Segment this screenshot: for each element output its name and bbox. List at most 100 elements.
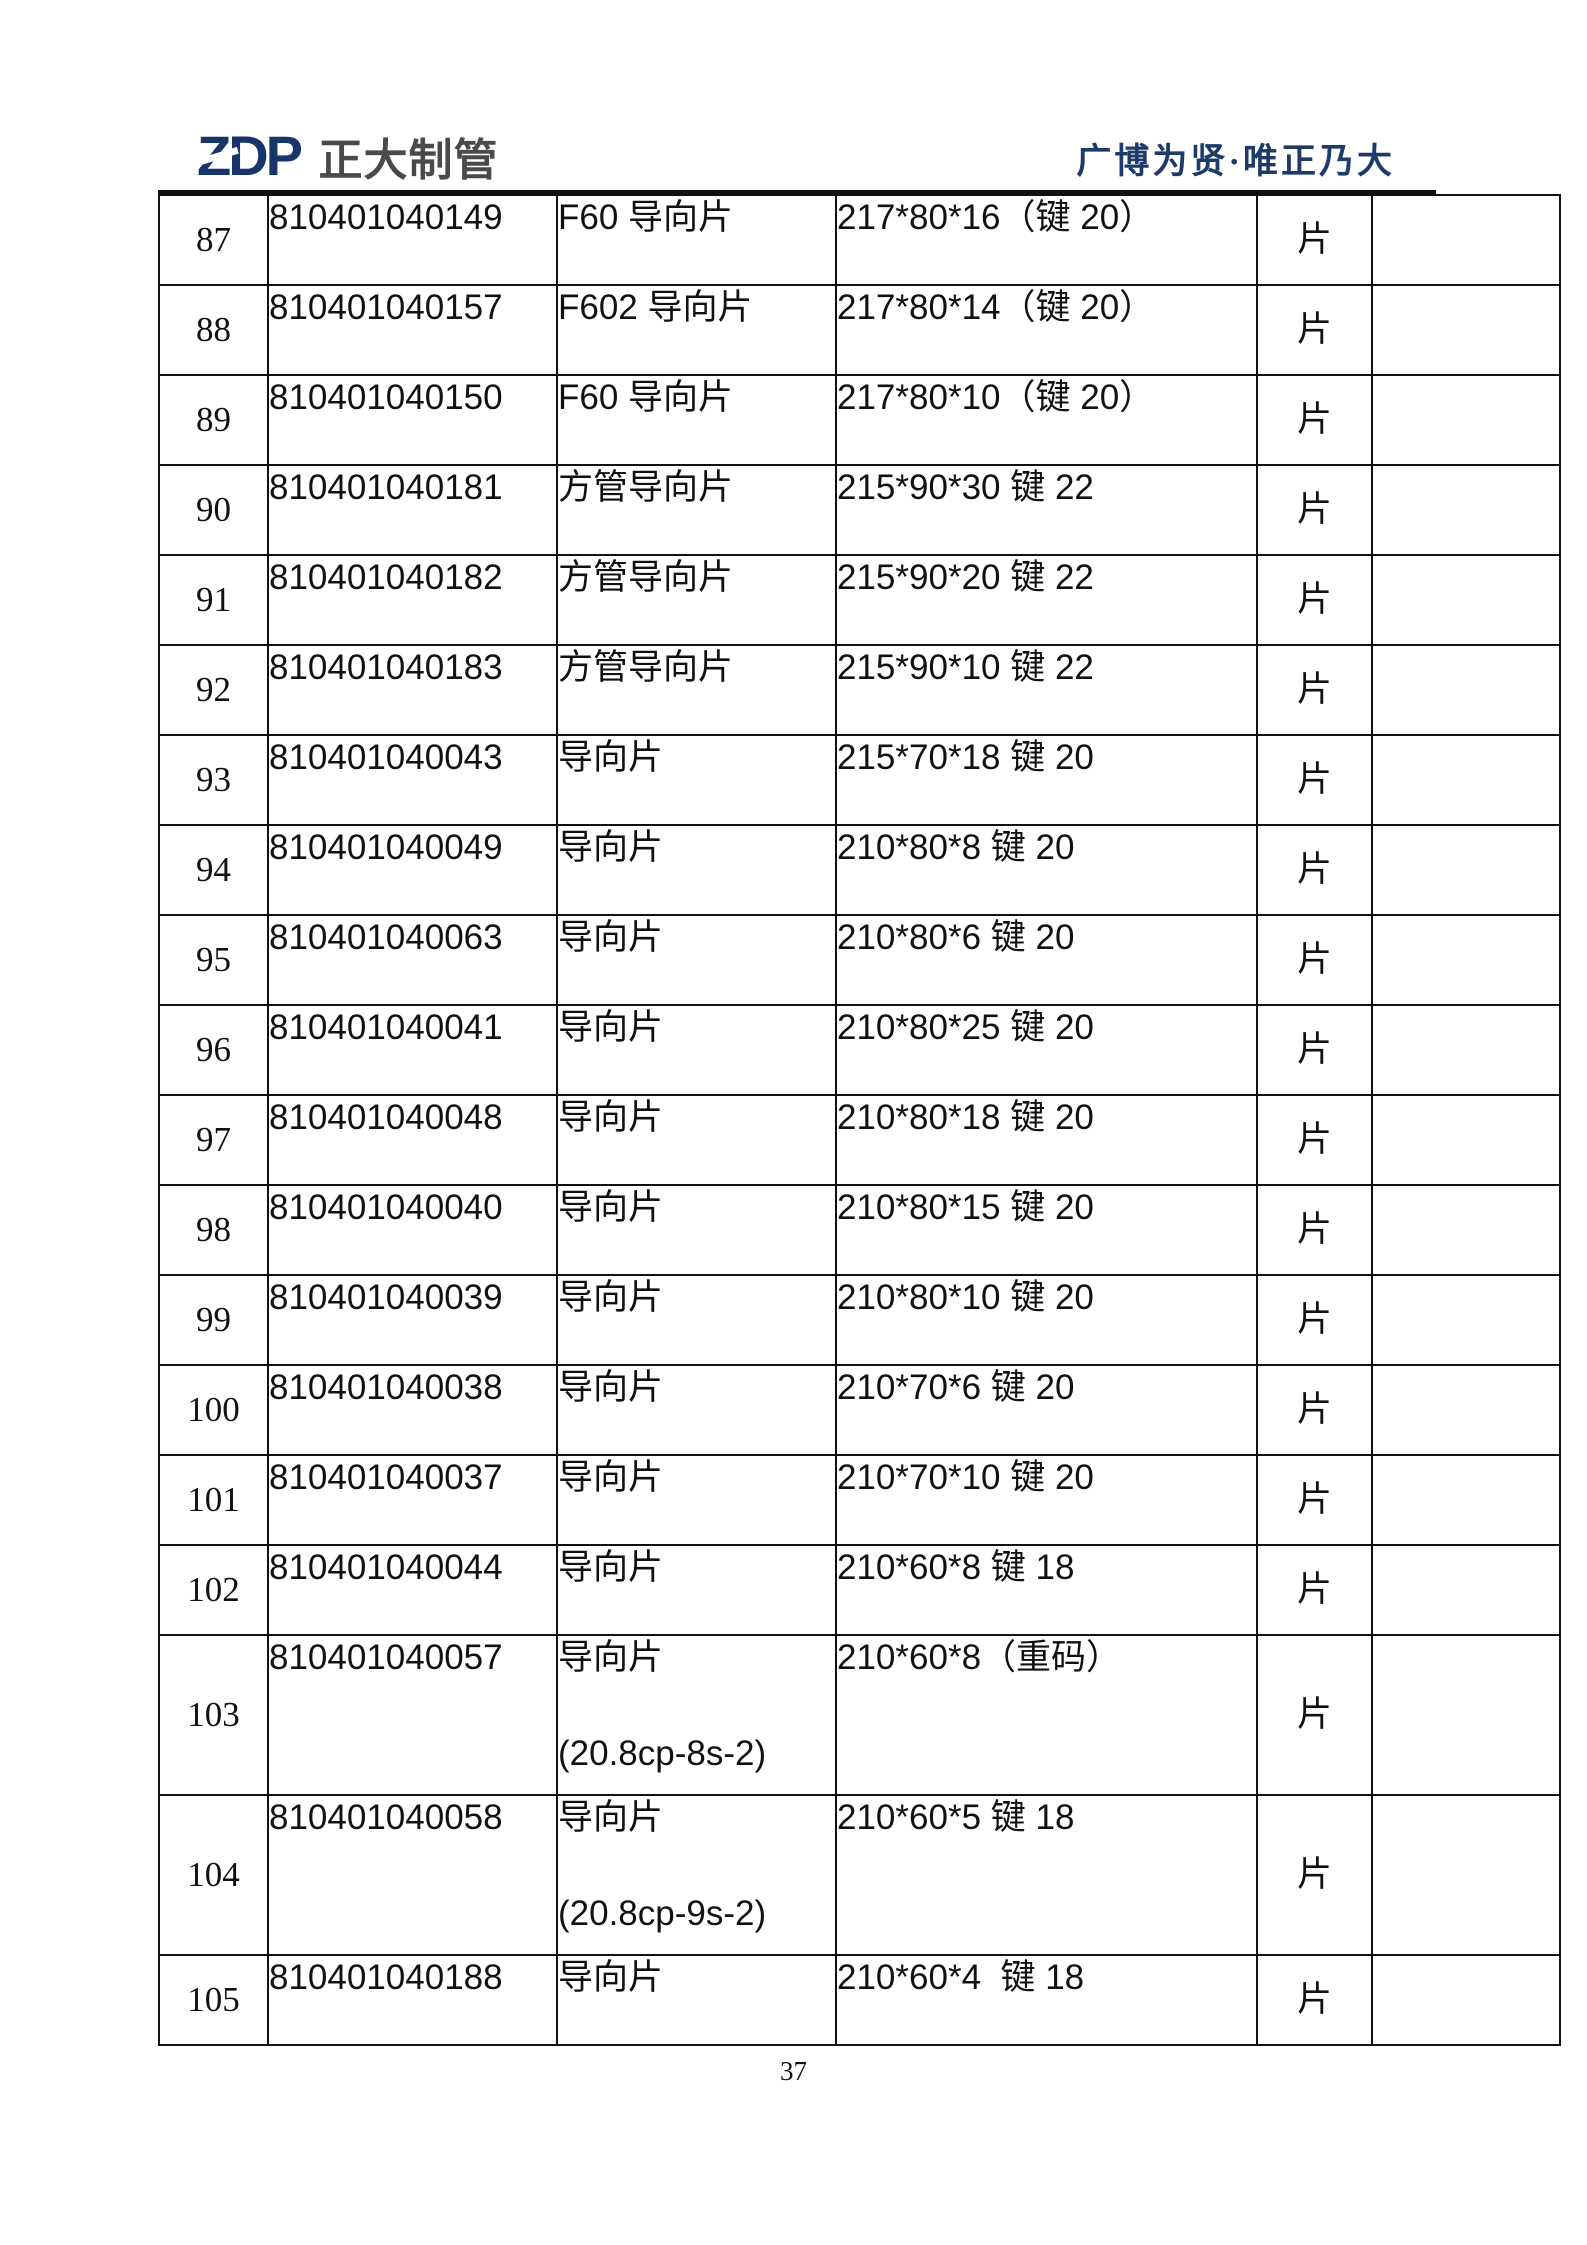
header-slogan: 广博为贤·唯正乃大 [1076,142,1395,181]
part-unit-cell: 片 [1256,1454,1373,1546]
parts-table: 87 810401040149 F60 导向片 217*80*16（键 20） … [158,194,1561,2046]
part-name-cell: 导向片 [556,1274,837,1366]
part-name-cell: 方管导向片 [556,554,837,646]
empty-cell [1371,734,1561,826]
part-code-cell: 810401040048 [267,1094,558,1186]
part-name-cell: F602 导向片 [556,284,837,376]
part-spec-cell: 210*70*6 键 20 [835,1364,1258,1456]
part-spec-cell: 210*80*8 键 20 [835,824,1258,916]
part-name: 导向片 [558,1458,664,1497]
part-name: 方管导向片 [558,468,734,507]
part-name-line2: (20.8cp-9s-2) [558,1894,767,1933]
part-code-cell: 810401040044 [267,1544,558,1636]
empty-cell [1371,1004,1561,1096]
page-footer: 37 [0,2056,1587,2087]
part-spec-cell: 217*80*10（键 20） [835,374,1258,466]
part-name-cell: 导向片 [556,1094,837,1186]
table-row: 103 810401040057 导向片 (20.8cp-8s-2) 210*6… [158,1634,1561,1796]
part-unit-cell: 片 [1256,1274,1373,1366]
part-unit-cell: 片 [1256,1184,1373,1276]
part-code-cell: 810401040058 [267,1794,558,1956]
part-name: 导向片 [558,1548,664,1587]
row-number-cell: 101 [158,1454,269,1546]
part-code-cell: 810401040183 [267,644,558,736]
empty-cell [1371,644,1561,736]
part-name: 导向片 [558,1278,664,1317]
empty-cell [1371,1364,1561,1456]
part-spec-cell: 210*80*25 键 20 [835,1004,1258,1096]
table-row: 89 810401040150 F60 导向片 217*80*10（键 20） … [158,374,1561,466]
part-code-cell: 810401040157 [267,284,558,376]
part-code-cell: 810401040182 [267,554,558,646]
part-name-cell: 导向片 [556,1544,837,1636]
row-number-cell: 100 [158,1364,269,1456]
row-number-cell: 92 [158,644,269,736]
part-spec-cell: 217*80*14（键 20） [835,284,1258,376]
table-row: 104 810401040058 导向片 (20.8cp-9s-2) 210*6… [158,1794,1561,1956]
header-rule [158,190,1436,194]
empty-cell [1371,284,1561,376]
part-name-cell: 导向片 [556,914,837,1006]
part-name-cell: 导向片 [556,1454,837,1546]
part-name-cell: 导向片 [556,1954,837,2046]
empty-cell [1371,194,1561,286]
table-row: 102 810401040044 导向片 210*60*8 键 18 片 [158,1544,1561,1636]
part-code-cell: 810401040043 [267,734,558,826]
empty-cell [1371,914,1561,1006]
part-name: F602 导向片 [558,288,753,327]
part-name-cell: 方管导向片 [556,464,837,556]
table-row: 96 810401040041 导向片 210*80*25 键 20 片 [158,1004,1561,1096]
row-number-cell: 103 [158,1634,269,1796]
part-code-cell: 810401040063 [267,914,558,1006]
table-row: 95 810401040063 导向片 210*80*6 键 20 片 [158,914,1561,1006]
part-name: 导向片 [558,1368,664,1407]
part-name: 方管导向片 [558,648,734,687]
part-code-cell: 810401040041 [267,1004,558,1096]
part-spec-cell: 210*80*18 键 20 [835,1094,1258,1186]
part-code-cell: 810401040181 [267,464,558,556]
row-number-cell: 104 [158,1794,269,1956]
part-unit-cell: 片 [1256,194,1373,286]
part-name: 导向片 [558,1188,664,1227]
part-name: 方管导向片 [558,558,734,597]
part-name: 导向片 [558,1798,664,1837]
table-row: 105 810401040188 导向片 210*60*4 键 18 片 [158,1954,1561,2046]
row-number-cell: 102 [158,1544,269,1636]
empty-cell [1371,1634,1561,1796]
part-unit-cell: 片 [1256,1004,1373,1096]
part-code-cell: 810401040149 [267,194,558,286]
part-code-cell: 810401040049 [267,824,558,916]
table-row: 101 810401040037 导向片 210*70*10 键 20 片 [158,1454,1561,1546]
part-spec-cell: 215*90*20 键 22 [835,554,1258,646]
empty-cell [1371,1954,1561,2046]
part-unit-cell: 片 [1256,1634,1373,1796]
part-name: 导向片 [558,828,664,867]
part-name: F60 导向片 [558,198,734,237]
part-name-line2: (20.8cp-8s-2) [558,1734,767,1773]
part-code-cell: 810401040037 [267,1454,558,1546]
empty-cell [1371,1794,1561,1956]
part-unit-cell: 片 [1256,1794,1373,1956]
part-unit-cell: 片 [1256,1094,1373,1186]
row-number-cell: 99 [158,1274,269,1366]
part-unit-cell: 片 [1256,1364,1373,1456]
part-name-cell: F60 导向片 [556,374,837,466]
part-name-cell: 导向片 [556,824,837,916]
table-row: 99 810401040039 导向片 210*80*10 键 20 片 [158,1274,1561,1366]
empty-cell [1371,1544,1561,1636]
part-unit-cell: 片 [1256,284,1373,376]
part-unit-cell: 片 [1256,1954,1373,2046]
part-unit-cell: 片 [1256,734,1373,826]
part-code-cell: 810401040038 [267,1364,558,1456]
part-name: 导向片 [558,918,664,957]
empty-cell [1371,554,1561,646]
part-code-cell: 810401040039 [267,1274,558,1366]
part-name: 导向片 [558,738,664,777]
table-row: 94 810401040049 导向片 210*80*8 键 20 片 [158,824,1561,916]
page-number: 37 [780,2056,807,2086]
part-code-cell: 810401040057 [267,1634,558,1796]
table-row: 97 810401040048 导向片 210*80*18 键 20 片 [158,1094,1561,1186]
part-name: 导向片 [558,1098,664,1137]
empty-cell [1371,374,1561,466]
part-name: 导向片 [558,1958,664,1997]
